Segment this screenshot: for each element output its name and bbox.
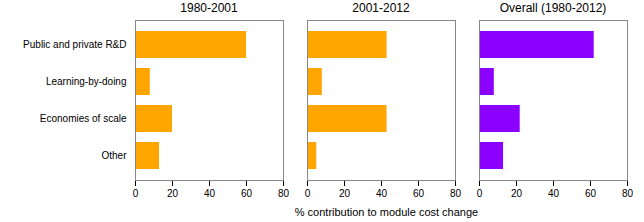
svg-text:Public and private R&D: Public and private R&D: [23, 39, 126, 50]
svg-text:60: 60: [413, 188, 425, 199]
svg-text:80: 80: [450, 188, 462, 199]
svg-text:60: 60: [585, 188, 597, 199]
svg-text:40: 40: [548, 188, 560, 199]
svg-text:80: 80: [278, 188, 290, 199]
svg-text:0: 0: [477, 188, 483, 199]
html-text:1980-2001: 1980-2001: [180, 1, 238, 15]
svg-text:Economies of scale: Economies of scale: [40, 113, 127, 124]
svg-text:20: 20: [167, 188, 179, 199]
svg-text:20: 20: [511, 188, 523, 199]
html-text:Overall (1980-2012): Overall (1980-2012): [499, 1, 607, 15]
svg-text:20: 20: [339, 188, 351, 199]
html-text:2001-2012: 2001-2012: [352, 1, 410, 15]
svg-text:Learning-by-doing: Learning-by-doing: [46, 76, 127, 87]
html-text:% contribution to module cost: % contribution to module cost change: [294, 206, 479, 218]
svg-text:60: 60: [241, 188, 253, 199]
svg-text:0: 0: [305, 188, 311, 199]
svg-text:40: 40: [376, 188, 388, 199]
svg-text:Other: Other: [101, 150, 127, 161]
svg-text:80: 80: [622, 188, 634, 199]
svg-text:40: 40: [204, 188, 216, 199]
svg-text:0: 0: [133, 188, 139, 199]
